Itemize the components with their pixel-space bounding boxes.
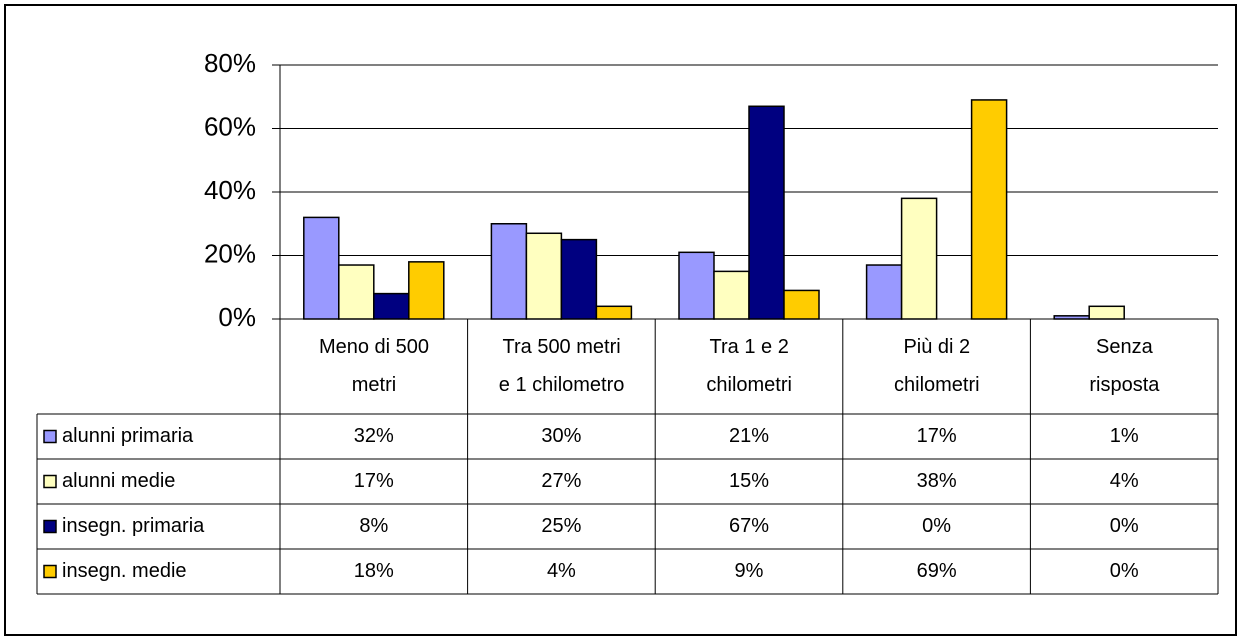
legend-label: alunni primaria: [62, 425, 194, 447]
y-tick-label: 0%: [218, 302, 256, 332]
bar: [678, 251, 715, 320]
bar: [713, 270, 750, 320]
data-label: 25%: [541, 515, 581, 537]
y-tick-label: 20%: [204, 238, 256, 268]
legend-key: [43, 519, 57, 534]
bar: [490, 223, 528, 320]
data-label: 21%: [729, 425, 769, 447]
y-tick-label: 80%: [204, 48, 256, 78]
data-label: 0%: [922, 515, 951, 537]
category-label: Tra 500 metri e 1 chilometro: [498, 336, 625, 396]
data-label: 9%: [735, 560, 764, 582]
bar: [595, 305, 633, 320]
data-label: 27%: [541, 470, 581, 492]
data-label: 67%: [729, 515, 769, 537]
bar: [338, 264, 375, 320]
legend-label: insegn. medie: [62, 560, 187, 582]
legend-key: [43, 429, 57, 444]
bar: [783, 289, 820, 320]
legend-key: [43, 564, 57, 579]
y-tick-label: 40%: [204, 175, 256, 205]
y-tick-label: 60%: [204, 111, 256, 141]
bar: [560, 238, 598, 320]
legend-label: alunni medie: [62, 470, 175, 492]
data-label: 1%: [1110, 425, 1139, 447]
bar: [970, 99, 1008, 320]
category-label: Senza risposta: [1089, 336, 1160, 396]
bar: [865, 264, 903, 320]
data-label: 4%: [1110, 470, 1139, 492]
category-label: Più di 2 chilometri: [894, 336, 980, 396]
data-label: 15%: [729, 470, 769, 492]
data-label: 18%: [354, 560, 394, 582]
data-label: 4%: [547, 560, 576, 582]
data-label: 0%: [1110, 560, 1139, 582]
legend-key: [43, 474, 57, 489]
data-label: 32%: [354, 425, 394, 447]
bar: [373, 292, 410, 320]
category-label: Meno di 500 metri: [318, 336, 430, 396]
bar: [1088, 305, 1125, 320]
bar: [525, 232, 563, 320]
data-label: 69%: [917, 560, 957, 582]
data-label: 17%: [354, 470, 394, 492]
data-label: 17%: [917, 425, 957, 447]
data-label: 8%: [359, 515, 388, 537]
legend-label: insegn. primaria: [62, 515, 205, 537]
bar: [303, 216, 340, 320]
data-label: 30%: [541, 425, 581, 447]
bar: [408, 261, 445, 320]
chart-border: [4, 4, 1237, 636]
bar: [900, 197, 938, 320]
data-label: 0%: [1110, 515, 1139, 537]
bar: [748, 105, 785, 320]
category-label: Tra 1 e 2 chilometri: [706, 336, 792, 396]
data-label: 38%: [917, 470, 957, 492]
